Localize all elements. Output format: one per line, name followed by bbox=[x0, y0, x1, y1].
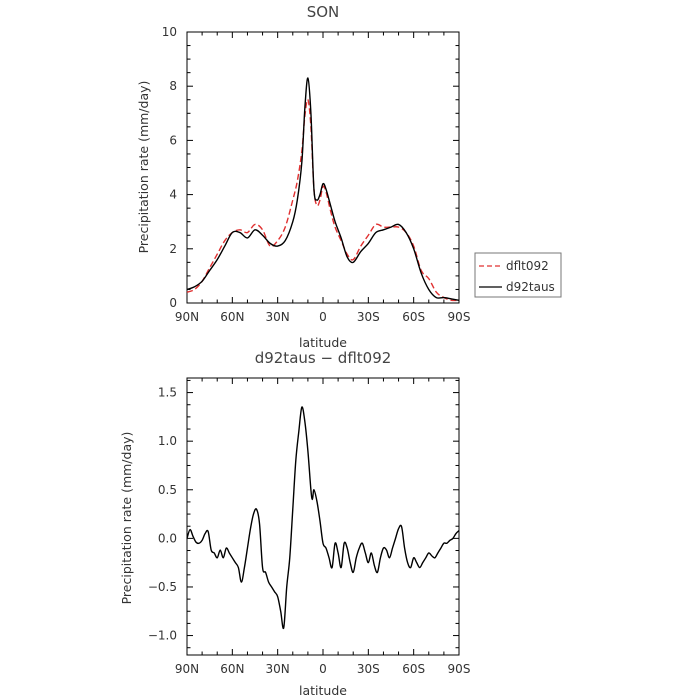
difference-x-tick-label: 60S bbox=[402, 662, 425, 676]
legend-label-d92taus: d92taus bbox=[506, 280, 555, 294]
series-group-difference bbox=[186, 406, 460, 630]
difference-x-tick-label: 90S bbox=[448, 662, 471, 676]
y-axis-title-son: Precipitation rate (mm/day) bbox=[136, 81, 151, 254]
chart-title-son: SON bbox=[307, 3, 340, 21]
axis-ticks-difference: 90N 60N 30N 0 30S 60S 90S −1.0 −0.5 0.0 0.5 1.0 1.5 bbox=[148, 378, 471, 676]
difference-x-tick-label: 30S bbox=[357, 662, 380, 676]
son-series-line-d92taus bbox=[186, 77, 460, 301]
son-x-tick-label: 30S bbox=[357, 310, 380, 324]
difference-y-tick-label: 0.0 bbox=[158, 531, 177, 545]
difference-y-tick-label: −1.0 bbox=[148, 629, 177, 643]
chart-difference: d92taus − dflt092 90N 60N 30N 0 30S 60S 90S −1.… bbox=[119, 349, 470, 698]
son-x-tick-label: 30N bbox=[266, 310, 290, 324]
difference-x-tick-label: 60N bbox=[220, 662, 244, 676]
difference-y-tick-label: 0.5 bbox=[158, 483, 177, 497]
son-y-tick-label: 2 bbox=[169, 242, 177, 256]
series-group-son bbox=[186, 77, 460, 302]
axis-ticks-son: 90N 60N 30N 0 30S 60S 90S 0 2 4 6 8 10 bbox=[162, 25, 471, 324]
x-axis-title-son: latitude bbox=[299, 335, 347, 350]
son-x-tick-label: 90N bbox=[175, 310, 199, 324]
difference-y-tick-label: 1.5 bbox=[158, 386, 177, 400]
son-x-tick-label: 0 bbox=[319, 310, 327, 324]
son-x-tick-label: 60S bbox=[402, 310, 425, 324]
difference-x-tick-label: 30N bbox=[266, 662, 290, 676]
y-axis-title-difference: Precipitation rate (mm/day) bbox=[119, 432, 134, 605]
son-y-tick-label: 4 bbox=[169, 188, 177, 202]
chart-title-difference: d92taus − dflt092 bbox=[255, 349, 392, 367]
difference-x-tick-label: 0 bbox=[319, 662, 327, 676]
plot-frame-difference bbox=[186, 377, 460, 656]
son-y-tick-label: 8 bbox=[169, 79, 177, 93]
difference-y-tick-label: −0.5 bbox=[148, 580, 177, 594]
x-axis-title-difference: latitude bbox=[299, 683, 347, 698]
difference-y-tick-label: 1.0 bbox=[158, 434, 177, 448]
legend-box bbox=[474, 252, 562, 298]
legend-label-dflt092: dflt092 bbox=[506, 259, 549, 273]
son-y-tick-label: 0 bbox=[169, 296, 177, 310]
son-y-tick-label: 6 bbox=[169, 133, 177, 147]
son-x-tick-label: 90S bbox=[448, 310, 471, 324]
difference-series-line-0 bbox=[186, 406, 460, 630]
son-y-tick-label: 10 bbox=[162, 25, 177, 39]
son-x-tick-label: 60N bbox=[220, 310, 244, 324]
difference-x-tick-label: 90N bbox=[175, 662, 199, 676]
legend: dflt092 d92taus bbox=[474, 252, 562, 298]
son-series-line-dflt092 bbox=[186, 98, 460, 302]
